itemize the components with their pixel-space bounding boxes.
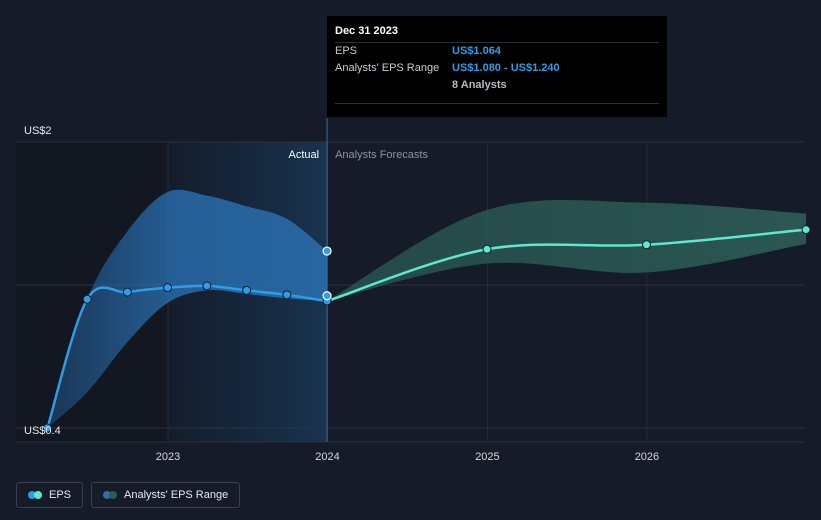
eps-point (801, 225, 811, 235)
legend-dot (103, 491, 112, 499)
tooltip-key: EPS (335, 45, 358, 57)
eps-line (326, 228, 807, 303)
tooltip-row-range: Analysts' EPS Range US$1.080 - US$1.240 (335, 60, 659, 77)
tooltip-key: Analysts' EPS Range (335, 62, 440, 74)
legend-label: Analysts' EPS Range (124, 489, 229, 501)
tooltip-date: Dec 31 2023 (335, 25, 398, 37)
highlight-point (322, 246, 332, 256)
tooltip-value: US$1.080 - US$1.240 (452, 62, 560, 74)
forecast-label: Analysts Forecasts (335, 149, 428, 161)
tooltip-value: US$1.064 (452, 45, 501, 57)
tooltip-row-eps: EPS US$1.064 (335, 42, 659, 60)
legend-dot (109, 491, 118, 499)
x-tick-label: 2023 (156, 451, 180, 463)
legend-dot (28, 491, 36, 499)
legend-item-eps-range[interactable]: Analysts' EPS Range (91, 482, 241, 508)
eps-line (46, 284, 328, 429)
y-tick-label: US$0.4 (24, 425, 61, 437)
eps-point (122, 287, 132, 297)
eps-point (282, 290, 292, 300)
x-tick-label: 2026 (635, 451, 659, 463)
eps-point (642, 240, 651, 250)
eps-point (42, 423, 52, 433)
legend-label: EPS (49, 489, 72, 501)
x-tick-label: 2025 (475, 451, 499, 463)
x-tick-label: 2024 (315, 451, 339, 463)
tooltip-divider (335, 103, 659, 104)
tooltip: Dec 31 2023 EPS US$1.064 Analysts' EPS R… (327, 16, 667, 117)
tooltip-row-analysts: 8 Analysts (335, 77, 659, 94)
highlight-point (322, 291, 332, 301)
eps-range-band (327, 199, 806, 302)
tooltip-key (335, 77, 452, 94)
eps-point (163, 283, 173, 293)
eps-point (242, 285, 252, 295)
y-tick-label: US$2 (24, 125, 52, 137)
actual-label: Actual (288, 149, 319, 161)
legend-swatch (103, 491, 118, 499)
eps-range-band (47, 189, 328, 428)
legend-dot (34, 491, 42, 499)
eps-point (82, 294, 92, 304)
eps-point (202, 281, 212, 291)
legend-swatch (28, 491, 42, 499)
tooltip-value: 8 Analysts (452, 79, 507, 91)
legend-item-eps[interactable]: EPS (16, 482, 84, 508)
legend: EPS Analysts' EPS Range (16, 482, 241, 508)
eps-point (482, 244, 492, 254)
